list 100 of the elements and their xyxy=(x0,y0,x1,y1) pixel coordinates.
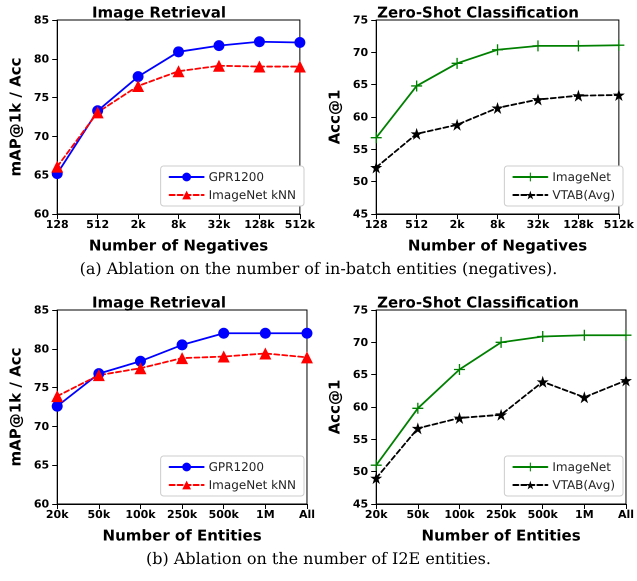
x-tick-label: 250k xyxy=(166,508,198,521)
x-tick-label: 32k xyxy=(208,218,231,231)
y-axis-title: mAP@1k / Acc xyxy=(6,58,24,176)
point xyxy=(492,102,504,114)
point xyxy=(410,128,423,140)
y-tick-label: 85 xyxy=(34,304,50,316)
chart-title: Zero-Shot Classification xyxy=(377,294,579,312)
y-tick-label: 80 xyxy=(34,342,50,356)
point xyxy=(451,118,464,131)
point xyxy=(212,60,225,72)
point xyxy=(218,350,230,363)
point xyxy=(173,46,184,58)
x-tick-label: 512k xyxy=(604,218,635,231)
x-axis-title: Number of Negatives xyxy=(408,236,588,254)
x-tick-label: 1M xyxy=(256,508,275,521)
legend-label: ImageNet kNN xyxy=(208,478,296,492)
y-tick-label: 60 xyxy=(352,400,369,414)
y-tick-label: 65 xyxy=(352,368,368,382)
point xyxy=(132,80,144,92)
legend-label: VTAB(Avg) xyxy=(552,188,616,202)
y-axis-title: mAP@1k / Acc xyxy=(6,348,24,466)
x-axis-title: Number of Entities xyxy=(422,526,581,544)
x-tick-label: All xyxy=(298,508,316,521)
y-tick-label: 60 xyxy=(34,498,50,510)
point xyxy=(260,328,271,339)
x-tick-label: 128 xyxy=(46,218,69,231)
point xyxy=(213,40,224,52)
y-axis-title: Acc@1 xyxy=(326,90,344,144)
point xyxy=(218,328,230,339)
x-tick-label: 250k xyxy=(486,508,517,521)
y-tick-label: 70 xyxy=(34,420,50,433)
y-tick-label: 70 xyxy=(352,336,369,349)
point xyxy=(52,400,63,412)
point xyxy=(51,160,64,173)
point xyxy=(132,71,144,82)
x-tick-label: 2k xyxy=(130,218,146,231)
legend-label: ImageNet xyxy=(552,170,612,184)
x-tick-label: 8k xyxy=(490,218,506,231)
y-tick-label: 80 xyxy=(34,52,50,66)
point xyxy=(612,89,625,102)
point xyxy=(572,90,584,102)
y-tick-label: 75 xyxy=(34,381,50,394)
y-tick-label: 70 xyxy=(34,130,50,143)
point xyxy=(259,347,272,360)
x-tick-label: 2k xyxy=(450,218,466,231)
x-tick-label: 20k xyxy=(364,508,388,521)
point xyxy=(495,408,508,421)
legend-label: GPR1200 xyxy=(208,170,264,184)
point xyxy=(453,412,466,424)
point xyxy=(370,132,382,144)
x-tick-label: 50k xyxy=(406,508,430,521)
y-tick-label: 65 xyxy=(34,168,50,182)
y-tick-label: 60 xyxy=(34,208,50,220)
point xyxy=(620,374,632,386)
legend-label: ImageNet xyxy=(552,460,612,474)
y-tick-label: 60 xyxy=(352,110,369,124)
point xyxy=(452,58,463,69)
point xyxy=(134,362,146,374)
point xyxy=(370,460,382,471)
y-tick-label: 75 xyxy=(34,91,50,104)
x-tick-label: 500k xyxy=(528,508,559,521)
x-tick-label: 128 xyxy=(364,218,388,231)
point xyxy=(411,80,422,92)
y-tick-label: 75 xyxy=(352,304,368,316)
y-tick-label: 45 xyxy=(352,208,368,220)
point xyxy=(176,352,188,364)
y-tick-label: 65 xyxy=(34,458,50,472)
x-tick-label: 8k xyxy=(171,218,187,231)
text: (a) Ablation on the number of in-batch entities (negatives). xyxy=(78,259,558,278)
point xyxy=(301,328,312,339)
y-tick-label: 50 xyxy=(352,175,369,188)
point xyxy=(172,65,185,78)
y-tick-label: 70 xyxy=(352,46,369,59)
point xyxy=(537,331,548,342)
legend-label: GPR1200 xyxy=(208,460,264,474)
point xyxy=(370,472,382,484)
point xyxy=(496,336,507,348)
y-tick-label: 55 xyxy=(352,142,368,156)
x-tick-label: 512k xyxy=(284,218,316,231)
x-tick-label: 500k xyxy=(208,508,240,521)
point xyxy=(370,161,382,174)
chart-title: Image Retrieval xyxy=(92,294,226,312)
text: (b) Ablation on the number of I2E entities. xyxy=(145,549,492,568)
chart-title: Image Retrieval xyxy=(92,4,226,22)
point xyxy=(51,390,64,402)
legend-label: ImageNet kNN xyxy=(208,188,296,202)
point xyxy=(300,351,313,364)
x-tick-label: All xyxy=(618,508,634,521)
x-tick-label: 50k xyxy=(88,508,111,521)
y-tick-label: 75 xyxy=(352,14,368,26)
point xyxy=(176,339,188,350)
point xyxy=(294,37,306,48)
x-axis-title: Number of Entities xyxy=(102,526,262,544)
point xyxy=(294,60,306,73)
point xyxy=(532,94,544,106)
legend-label: VTAB(Avg) xyxy=(552,478,616,492)
y-tick-label: 50 xyxy=(352,465,369,478)
point xyxy=(536,376,549,388)
y-tick-label: 65 xyxy=(352,78,368,92)
x-axis-title: Number of Negatives xyxy=(88,236,268,254)
